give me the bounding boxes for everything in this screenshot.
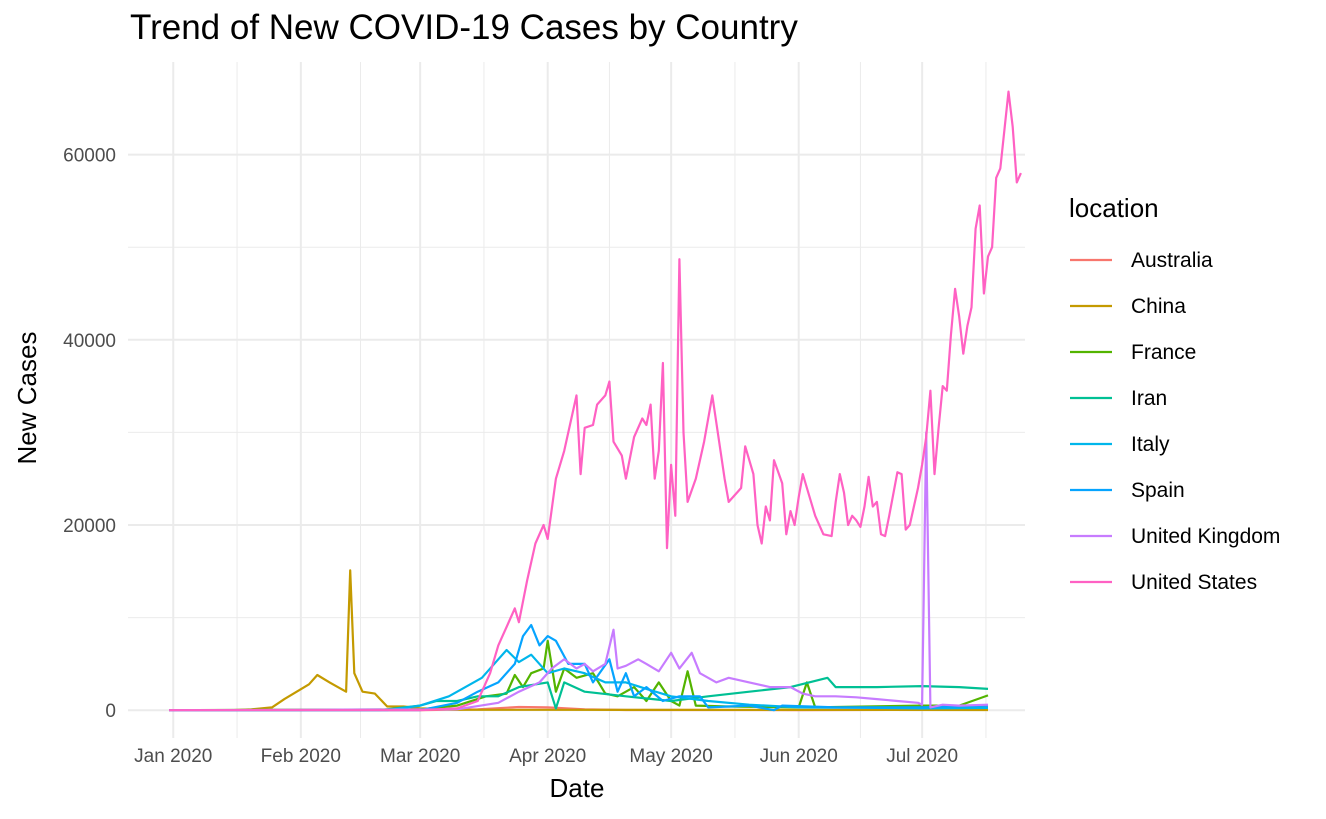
series-line-iran — [169, 676, 989, 712]
y-axis-ticks: 0 20000 40000 60000 — [63, 146, 116, 723]
x-tick-label: Apr 2020 — [509, 746, 586, 767]
legend-label: Iran — [1131, 387, 1167, 410]
x-tick-label: Jul 2020 — [886, 746, 958, 767]
y-tick-label: 40000 — [63, 331, 116, 352]
legend-label: France — [1131, 341, 1196, 364]
legend-label: Italy — [1131, 433, 1170, 456]
legend-label: Spain — [1131, 479, 1185, 502]
x-tick-label: Feb 2020 — [261, 746, 341, 767]
x-tick-label: Mar 2020 — [380, 746, 460, 767]
legend-label: Australia — [1131, 249, 1213, 272]
series-line-italy — [169, 648, 989, 712]
y-tick-label: 0 — [105, 701, 116, 722]
x-tick-label: May 2020 — [629, 746, 712, 767]
series-line-spain — [169, 623, 989, 712]
y-axis-title: New Cases — [12, 332, 42, 465]
series-line-united-states — [169, 90, 1022, 712]
legend-title: location — [1069, 193, 1159, 223]
legend-label: United Kingdom — [1131, 525, 1280, 548]
series-line-united-kingdom — [169, 431, 989, 712]
x-tick-label: Jan 2020 — [134, 746, 212, 767]
y-tick-label: 60000 — [63, 146, 116, 167]
grid-minor — [128, 62, 1025, 738]
legend: Australia China France Iran Italy Spain United… — [1070, 249, 1280, 594]
series-lines — [169, 90, 1022, 712]
x-tick-label: Jun 2020 — [760, 746, 838, 767]
legend-label: China — [1131, 295, 1186, 318]
y-tick-label: 20000 — [63, 516, 116, 537]
x-axis-ticks: Jan 2020 Feb 2020 Mar 2020 Apr 2020 May 2020… — [134, 746, 958, 767]
x-axis-title: Date — [550, 773, 605, 803]
series-line-china — [169, 569, 989, 712]
series-line-france — [169, 639, 989, 712]
legend-label: United States — [1131, 571, 1257, 594]
chart-title: Trend of New COVID-19 Cases by Country — [130, 8, 798, 47]
